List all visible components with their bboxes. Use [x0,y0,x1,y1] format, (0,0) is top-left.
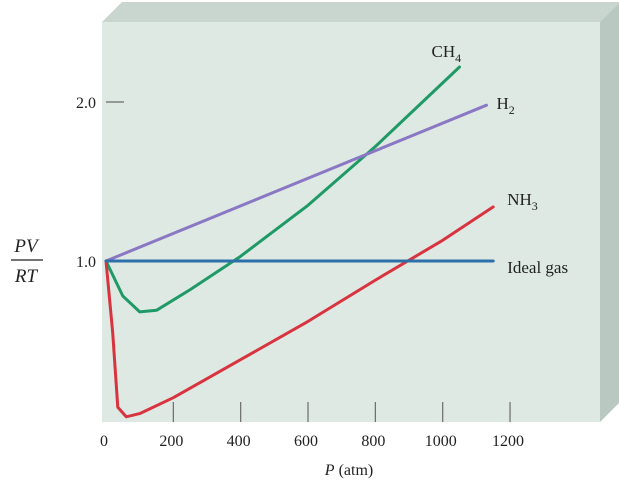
y-tick-label: 2.0 [76,95,96,112]
series-labels: CH4 H2 NH3 Ideal gas [432,42,569,277]
x-tick-label: 1200 [492,433,524,450]
series-line-h2 [104,103,488,263]
series-line-ch4 [104,65,461,314]
series-line-nh3 [104,205,495,419]
x-tick-label: 200 [159,433,183,450]
x-tick-label: 0 [100,433,108,450]
panel-front-face [102,22,600,422]
series-label: NH3 [507,190,538,213]
x-tick-label: 600 [294,433,318,450]
series-label: CH4 [432,42,462,65]
x-tick-label: 1000 [425,433,457,450]
x-axis-label-unit: (atm) [335,462,374,479]
series-label-name: Ideal gas [507,258,568,277]
panel-top-face [102,2,619,22]
x-axis-label: P (atm) [324,462,373,479]
x-tick-label: 400 [227,433,251,450]
series-label-name: CH [432,42,456,61]
x-tick-label: 800 [361,433,385,450]
y-axis-label: PV RT [11,236,43,287]
series-label: Ideal gas [507,258,568,277]
series-lines [104,65,495,419]
y-tick-label: 1.0 [76,254,96,271]
series-label-subscript: 3 [532,199,538,213]
series-label-subscript: 2 [509,103,515,117]
series-label: H2 [496,94,514,117]
y-axis-label-numerator: PV [13,236,40,257]
series-label-name: NH [507,190,532,209]
x-axis-label-variable: P [324,462,335,479]
series-label-subscript: 4 [455,51,461,65]
axes: 0 200 400 600 800 1000 1200 1.0 2.0 [76,95,524,450]
panel-side-face [600,3,619,422]
plot-panel [102,2,619,422]
series-label-name: H [496,94,508,113]
y-axis-label-denominator: RT [14,266,39,287]
